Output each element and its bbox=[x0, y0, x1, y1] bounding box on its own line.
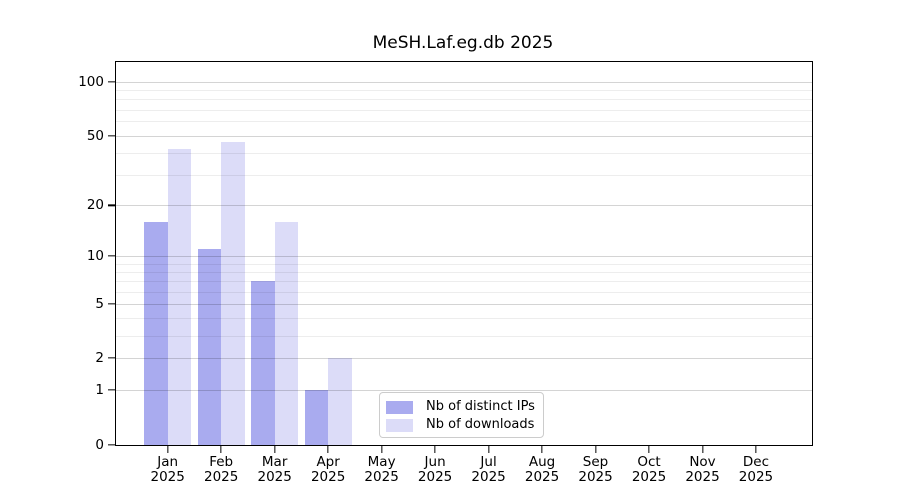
x-tick-mark-apr bbox=[327, 445, 329, 453]
y-tick-label-100: 100 bbox=[78, 73, 104, 90]
legend-label-downloads: Nb of downloads bbox=[426, 417, 535, 432]
x-tick-mark-may bbox=[380, 445, 383, 453]
legend-swatch-distinct-ips bbox=[386, 400, 413, 414]
x-tick-label-oct: Oct 2025 bbox=[631, 453, 667, 485]
y-tick-mark-0 bbox=[108, 443, 115, 446]
x-tick-mark-nov bbox=[701, 445, 704, 453]
y-tick-mark-1 bbox=[108, 389, 115, 391]
y-tick-label-0: 0 bbox=[95, 436, 104, 453]
bar-nb-of-downloads-jan bbox=[167, 148, 192, 445]
legend-item-distinct-ips: Nb of distinct IPs bbox=[386, 400, 543, 414]
y-tick-mark-50 bbox=[108, 134, 115, 137]
bar-nb-of-distinct-ips-jan bbox=[144, 221, 168, 445]
y-gridline-major-100 bbox=[116, 81, 812, 83]
x-tick-mark-feb bbox=[220, 445, 222, 453]
x-tick-label-mar: Mar 2025 bbox=[257, 453, 292, 485]
y-tick-label-20: 20 bbox=[86, 197, 104, 214]
bar-nb-of-distinct-ips-feb bbox=[197, 249, 222, 445]
chart-title: MeSH.Laf.eg.db 2025 bbox=[372, 33, 554, 53]
bar-nb-of-downloads-apr bbox=[328, 358, 352, 445]
x-tick-mark-jun bbox=[434, 445, 436, 453]
y-tick-mark-2 bbox=[108, 357, 115, 359]
legend-label-distinct-ips: Nb of distinct IPs bbox=[426, 399, 535, 414]
y-tick-mark-10 bbox=[108, 255, 115, 257]
bar-nb-of-downloads-mar bbox=[274, 221, 299, 445]
y-tick-label-5: 5 bbox=[95, 295, 104, 312]
x-tick-label-jan: Jan 2025 bbox=[150, 453, 185, 485]
y-tick-label-1: 1 bbox=[95, 382, 104, 399]
legend-item-downloads: Nb of downloads bbox=[386, 418, 543, 432]
y-gridline-major-50 bbox=[116, 135, 812, 137]
plot-area: Nb of distinct IPs Nb of downloads 0 1 2 5 1… bbox=[78, 61, 813, 485]
x-tick-label-sep: Sep 2025 bbox=[578, 453, 613, 485]
x-tick-label-nov: Nov 2025 bbox=[685, 453, 720, 485]
bar-nb-of-downloads-feb bbox=[221, 141, 245, 445]
x-tick-label-feb: Feb 2025 bbox=[203, 453, 239, 485]
y-gridline-minor-70 bbox=[116, 109, 812, 111]
x-tick-label-apr: Apr 2025 bbox=[310, 453, 346, 485]
y-tick-mark-100 bbox=[108, 81, 115, 83]
x-tick-mark-mar bbox=[274, 445, 276, 453]
x-tick-mark-jan bbox=[167, 445, 169, 453]
x-tick-mark-sep bbox=[594, 445, 597, 453]
y-tick-label-50: 50 bbox=[86, 127, 104, 144]
x-tick-mark-dec bbox=[755, 445, 757, 453]
x-tick-label-may: May 2025 bbox=[364, 453, 399, 485]
x-tick-label-jun: Jun 2025 bbox=[417, 453, 453, 485]
y-tick-mark-5 bbox=[108, 303, 115, 305]
bar-nb-of-distinct-ips-apr bbox=[304, 390, 329, 445]
x-tick-label-aug: Aug 2025 bbox=[524, 453, 560, 485]
legend-swatch-downloads bbox=[386, 418, 413, 432]
y-tick-label-2: 2 bbox=[95, 350, 104, 367]
y-tick-mark-20 bbox=[108, 204, 115, 206]
y-gridline-minor-80 bbox=[116, 99, 812, 101]
x-tick-mark-jul bbox=[487, 445, 490, 453]
y-gridline-minor-90 bbox=[116, 90, 812, 92]
y-gridline-minor-60 bbox=[116, 121, 812, 123]
x-tick-label-jul: Jul 2025 bbox=[471, 453, 506, 485]
x-tick-mark-aug bbox=[541, 445, 543, 453]
x-tick-mark-oct bbox=[648, 445, 650, 453]
x-tick-label-dec: Dec 2025 bbox=[738, 453, 774, 485]
bar-nb-of-distinct-ips-mar bbox=[251, 281, 275, 445]
y-tick-label-10: 10 bbox=[86, 248, 104, 265]
legend: Nb of distinct IPs Nb of downloads bbox=[379, 392, 544, 438]
